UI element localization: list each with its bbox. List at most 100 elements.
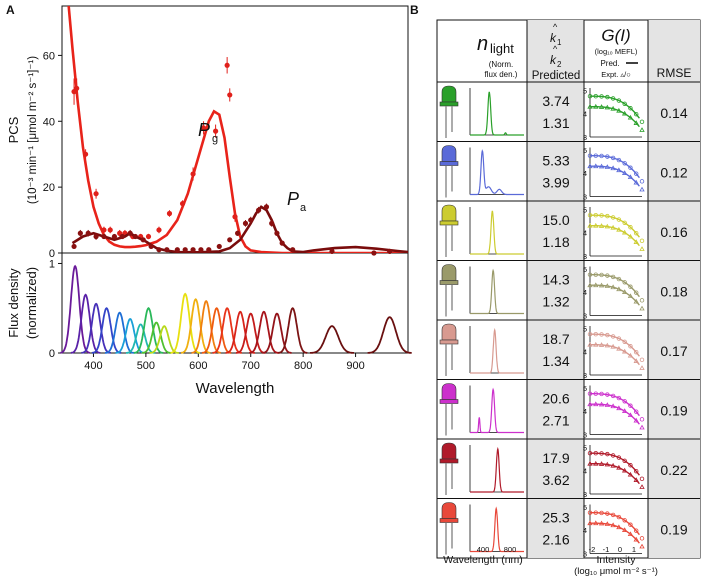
annotation-pa: P <box>287 189 299 209</box>
g-expt-triangle <box>587 103 593 109</box>
g-expt-triangle <box>587 282 593 288</box>
point-pa <box>329 248 335 254</box>
row-spectrum <box>470 210 524 255</box>
g-ytick-label: 4 <box>583 169 587 178</box>
flux-xtick-label: 500 <box>137 360 155 372</box>
g-expt-circle <box>610 512 616 518</box>
point-pg <box>74 85 80 91</box>
g-expt-triangle <box>639 484 645 489</box>
header-k2-hat: ^ <box>553 44 558 54</box>
g-expt-triangle <box>593 401 599 407</box>
g-ytick-label: 5 <box>583 503 587 512</box>
point-pa <box>242 220 249 226</box>
g-expt-circle <box>628 284 633 289</box>
g-expt-triangle <box>587 520 593 526</box>
g-xtick-4: 1 <box>632 545 636 554</box>
g-expt-circle <box>599 213 604 218</box>
g-expt-triangle <box>633 358 639 363</box>
k1-value: 15.0 <box>542 212 569 228</box>
g-expt-circle <box>593 153 598 158</box>
g-expt-circle <box>587 391 593 396</box>
g-expt-triangle <box>604 164 611 169</box>
k1-value: 17.9 <box>542 450 569 466</box>
g-expt-circle <box>628 106 633 111</box>
g-expt-triangle <box>610 343 616 349</box>
led-spectrum-365 <box>60 264 90 354</box>
g-expt-triangle <box>616 167 622 173</box>
g-expt-circle <box>634 290 639 295</box>
flux-ylabel-units: (normalized) <box>24 267 39 339</box>
led-spectrum-655 <box>212 307 242 354</box>
g-expt-triangle <box>621 408 628 413</box>
g-expt-circle <box>622 101 627 106</box>
g-expt-triangle <box>610 403 616 409</box>
g-expt-triangle <box>639 305 645 311</box>
g-expt-triangle <box>616 405 622 411</box>
rmse-value: 0.16 <box>660 224 687 240</box>
header-k1-hat: ^ <box>553 22 558 32</box>
g-expt-triangle <box>616 286 622 292</box>
point-pa <box>216 243 222 250</box>
point-pa <box>387 248 393 254</box>
g-expt-triangle <box>621 170 628 175</box>
point-pa <box>182 247 188 253</box>
g-expt-circle <box>605 94 610 100</box>
header-expt-label: Expt. ▵/○ <box>601 70 631 79</box>
led-icon <box>439 145 459 198</box>
pcs-plot: 0 20 40 60 <box>43 6 408 260</box>
g-expt-triangle <box>621 467 628 473</box>
g-expt-triangle <box>639 186 645 192</box>
point-pa <box>174 247 180 253</box>
point-pg <box>101 227 107 233</box>
point-pa <box>111 233 118 240</box>
g-expt-triangle <box>610 105 616 111</box>
g-ytick-label: 3 <box>583 252 587 261</box>
g-expt-circle <box>593 94 598 99</box>
g-expt-triangle <box>633 477 639 482</box>
header-pred-label: Pred. <box>600 59 619 68</box>
g-expt-circle <box>622 280 627 285</box>
k1-value: 25.3 <box>542 510 569 526</box>
g-expt-circle <box>593 510 598 515</box>
g-xtick-1: -2 <box>589 545 596 554</box>
g-expt-circle <box>634 528 639 533</box>
flux-xtick-label: 900 <box>346 360 364 372</box>
g-expt-circle <box>634 230 639 236</box>
g-expt-circle <box>639 119 645 125</box>
led-spectrum-470 <box>115 318 145 354</box>
point-pa <box>198 247 204 253</box>
point-pg <box>179 201 186 207</box>
header-k2: k <box>550 53 557 67</box>
g-expt-circle <box>599 153 604 159</box>
header-n-note1: (Norm. <box>489 60 513 69</box>
spec-xtick-400: 400 <box>477 545 490 554</box>
header-k2-sub: 2 <box>557 60 562 69</box>
g-expt-circle <box>610 215 616 220</box>
g-ytick-label: 4 <box>583 110 587 119</box>
k1-value: 5.33 <box>542 153 569 169</box>
g-expt-circle <box>639 417 645 422</box>
g-expt-circle <box>628 403 633 408</box>
panel-label-b: B <box>410 3 419 17</box>
point-pa <box>227 237 233 243</box>
g-ytick-label: 3 <box>583 133 587 142</box>
annotation-pg-sub: g <box>212 133 218 145</box>
g-expt-triangle <box>610 224 616 230</box>
k-column-bg <box>527 20 584 558</box>
point-pa <box>255 207 262 213</box>
g-expt-circle <box>622 518 627 523</box>
g-expt-triangle <box>587 222 593 228</box>
g-expt-circle <box>587 272 593 277</box>
led-spectrum-490 <box>126 323 156 354</box>
g-expt-circle <box>605 273 610 278</box>
k2-value: 1.18 <box>542 234 569 250</box>
g-expt-triangle <box>587 401 593 407</box>
row-spectrum <box>470 327 524 374</box>
row-spectrum <box>470 506 524 553</box>
point-pg <box>200 125 207 131</box>
g-ytick-label: 3 <box>583 431 587 440</box>
k2-value: 2.16 <box>542 532 569 548</box>
g-expt-circle <box>605 154 610 159</box>
g-expt-circle <box>587 450 593 456</box>
g-expt-triangle <box>593 222 599 228</box>
